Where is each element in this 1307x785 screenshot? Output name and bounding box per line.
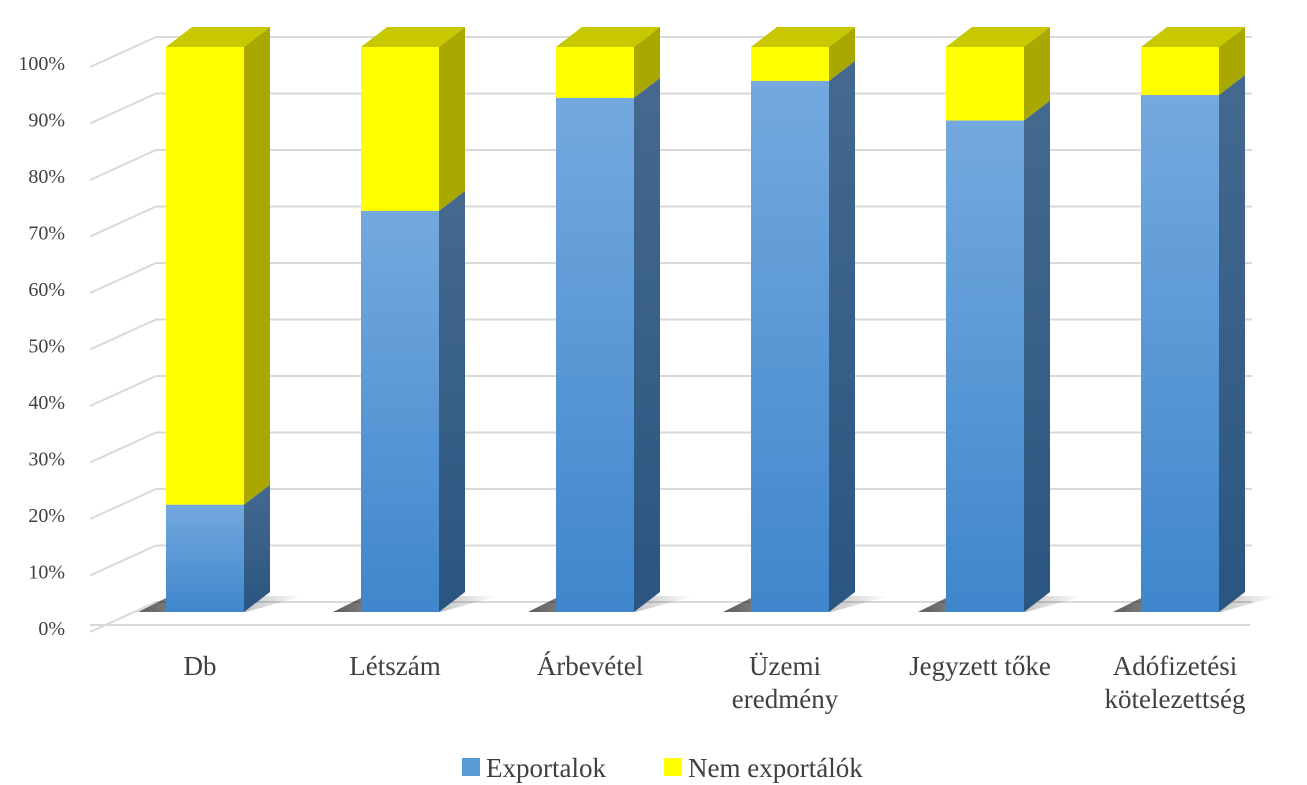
gridline-side xyxy=(89,601,157,633)
gridline-side xyxy=(89,36,157,68)
x-category-label: Db xyxy=(184,651,217,681)
y-tick-label: 0% xyxy=(38,618,65,640)
x-category-label: Árbevétel xyxy=(537,651,643,681)
y-tick-label: 80% xyxy=(28,166,65,188)
legend-label: Exportalok xyxy=(486,753,606,783)
y-tick-label: 10% xyxy=(28,562,65,584)
gridline-side xyxy=(89,262,157,294)
bars xyxy=(138,27,1279,613)
y-tick-label: 20% xyxy=(28,505,65,527)
bar-group xyxy=(138,27,304,612)
bar-top xyxy=(946,27,1050,47)
gridline-side xyxy=(89,375,157,407)
bar-top xyxy=(166,27,270,47)
gridline-side xyxy=(89,318,157,351)
bar-group xyxy=(723,27,889,612)
gridline-side xyxy=(89,92,157,125)
y-tick-label: 90% xyxy=(28,110,65,132)
gridline-side xyxy=(89,544,157,577)
y-tick-label: 100% xyxy=(18,53,65,75)
bar-top xyxy=(361,27,465,47)
bar-nem-exportalok-side xyxy=(634,27,660,98)
bar-exportalok-side xyxy=(634,77,660,613)
bar-top xyxy=(556,27,660,47)
bar-exportalok-side xyxy=(244,484,270,612)
y-tick-label: 70% xyxy=(28,223,65,245)
x-category-label: Adófizetési xyxy=(1113,651,1237,681)
bar-exportalok-side xyxy=(1024,100,1050,612)
gridline-side xyxy=(89,149,157,181)
bar-exportalok xyxy=(361,210,439,612)
bar-top xyxy=(1141,27,1245,47)
bar-nem-exportalok-side xyxy=(439,27,465,211)
bar-nem-exportalok xyxy=(1141,47,1219,96)
bar-top xyxy=(751,27,855,47)
y-axis-ticks: 0% 10% 20% 30% 40% 50% 60% 70% 80% 90% 100% xyxy=(18,53,65,640)
y-tick-label: 50% xyxy=(28,336,65,358)
bar-group xyxy=(918,27,1084,612)
legend: Exportalok Nem exportálók xyxy=(462,753,863,783)
bar-nem-exportalok xyxy=(751,47,829,81)
bar-exportalok xyxy=(946,120,1024,612)
bar-exportalok xyxy=(1141,95,1219,612)
bar-nem-exportalok xyxy=(946,47,1024,121)
y-tick-label: 60% xyxy=(28,279,65,301)
bar-group xyxy=(333,27,499,612)
gridline-side xyxy=(89,431,157,464)
bar-group xyxy=(528,27,694,613)
gridlines xyxy=(89,36,1252,633)
bar-exportalok xyxy=(556,97,634,613)
x-category-label: eredmény xyxy=(732,684,839,714)
x-category-label: Létszám xyxy=(349,651,440,681)
legend-swatch xyxy=(462,758,480,776)
bar-group xyxy=(1113,27,1279,612)
bar-nem-exportalok-side xyxy=(829,27,855,81)
legend-label: Nem exportálók xyxy=(688,753,863,783)
x-category-label: kötelezettség xyxy=(1105,684,1246,714)
bar-nem-exportalok xyxy=(361,47,439,211)
bar-nem-exportalok-side xyxy=(1219,27,1245,96)
legend-swatch xyxy=(664,758,682,776)
bar-nem-exportalok xyxy=(166,47,244,505)
bar-exportalok xyxy=(166,504,244,612)
bar-nem-exportalok xyxy=(556,47,634,98)
y-tick-label: 40% xyxy=(28,392,65,414)
gridline-side xyxy=(89,488,157,520)
x-category-label: Üzemi xyxy=(749,651,821,681)
bar-nem-exportalok-side xyxy=(1024,27,1050,121)
gridline-side xyxy=(89,205,157,238)
bar-exportalok-side xyxy=(829,60,855,612)
bar-exportalok-side xyxy=(439,190,465,612)
bar-exportalok xyxy=(751,80,829,612)
bar-nem-exportalok-side xyxy=(244,27,270,505)
y-tick-label: 30% xyxy=(28,449,65,471)
bar-exportalok-side xyxy=(1219,75,1245,612)
x-category-label: Jegyzett tőke xyxy=(909,651,1051,681)
